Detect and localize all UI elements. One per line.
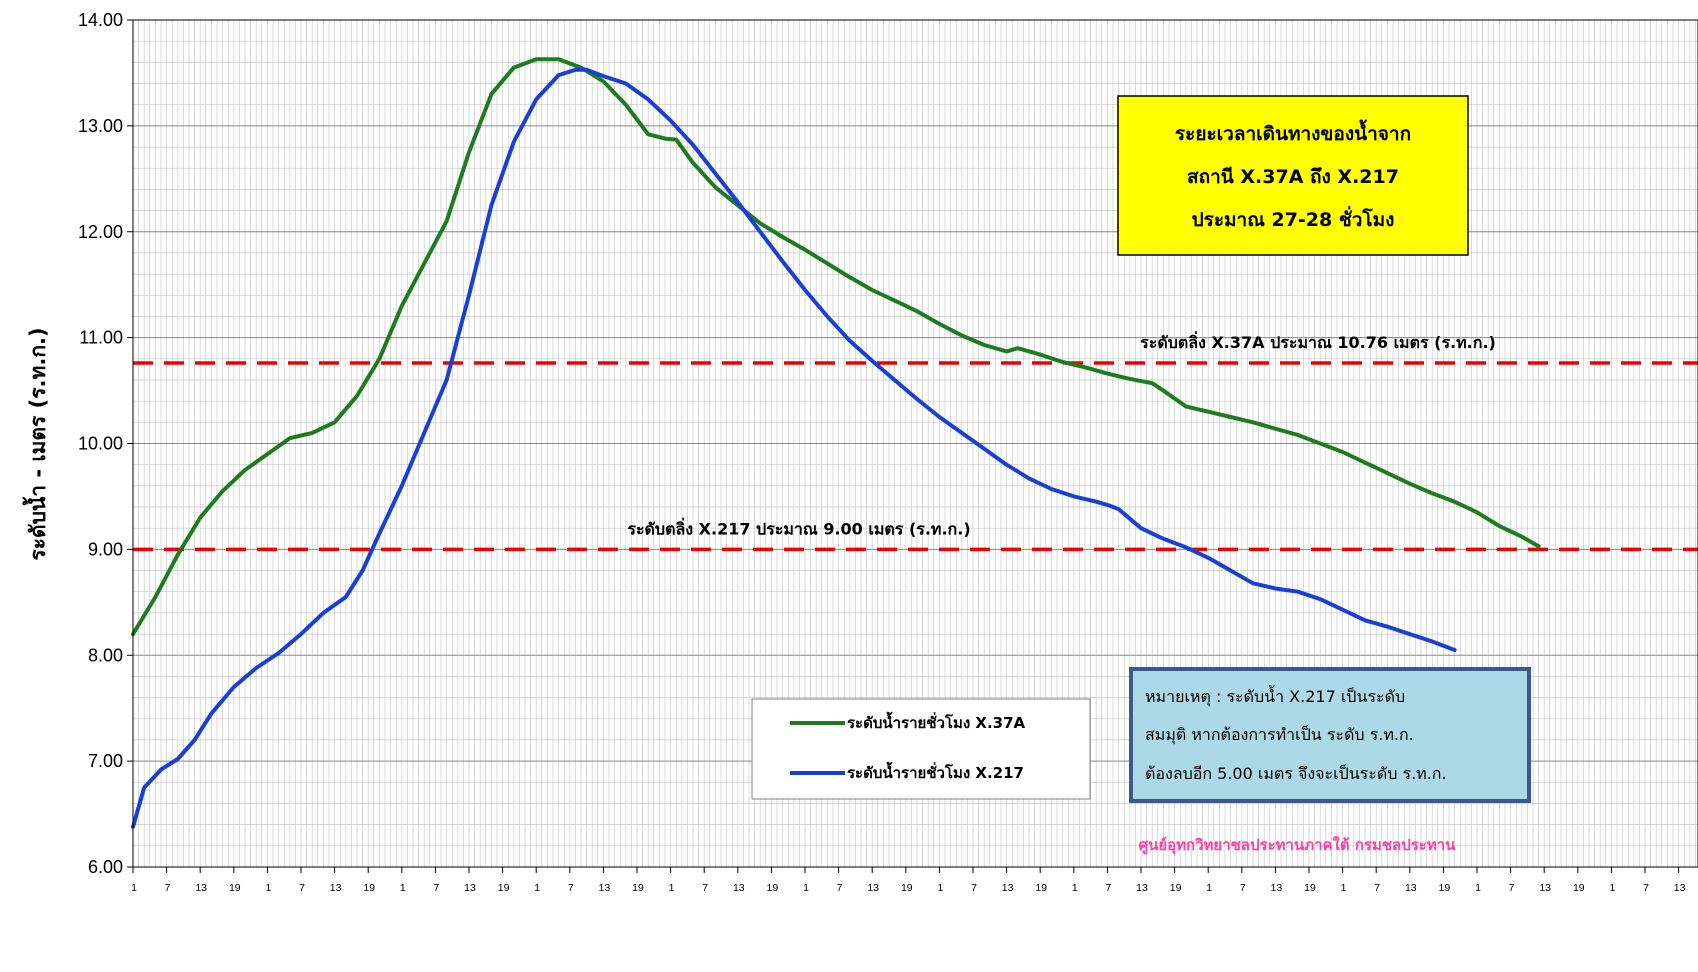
threshold-label: ระดับตลิ่ง X.217 ประมาณ 9.00 เมตร (ร.ท.ก… xyxy=(627,517,970,538)
x-tick-label: 7 xyxy=(568,882,574,894)
threshold-label: ระดับตลิ่ง X.37A ประมาณ 10.76 เมตร (ร.ท.… xyxy=(1140,331,1496,352)
x-tick-label: 13 xyxy=(1405,882,1417,894)
x-tick-label: 13 xyxy=(1002,882,1014,894)
x-tick-label: 19 xyxy=(1439,882,1451,894)
y-tick-label: 14.00 xyxy=(78,10,123,30)
x-tick-label: 13 xyxy=(330,882,342,894)
x-axis-ticks: 1 7 13 19 1 7 13 19 1 7 13 19 1 7 13 19 1 7 13 19 1 7 13 19 1 7 13… xyxy=(131,867,1686,894)
legend: ระดับน้ำรายชั่วโมง X.37A ระดับน้ำรายชั่ว… xyxy=(751,698,1091,800)
x-tick-label: 1 xyxy=(1475,882,1481,894)
x-tick-label: 19 xyxy=(229,882,241,894)
y-tick-label: 13.00 xyxy=(78,116,123,136)
x-tick-label: 1 xyxy=(1206,882,1212,894)
callout-line-2: สถานี X.37A ถึง X.217 xyxy=(1187,166,1399,188)
x-tick-label: 13 xyxy=(867,882,879,894)
x-tick-label: 7 xyxy=(165,882,171,894)
x-tick-label: 19 xyxy=(1170,882,1182,894)
x-tick-label: 7 xyxy=(1509,882,1515,894)
y-tick-label: 10.00 xyxy=(78,434,123,454)
x-tick-label: 19 xyxy=(767,882,779,894)
x-tick-label: 1 xyxy=(1072,882,1078,894)
x-tick-label: 19 xyxy=(1035,882,1047,894)
x-tick-label: 19 xyxy=(1573,882,1585,894)
x-tick-label: 1 xyxy=(265,882,271,894)
x-tick-label: 19 xyxy=(498,882,510,894)
x-tick-label: 7 xyxy=(1240,882,1246,894)
x-tick-label: 1 xyxy=(937,882,943,894)
x-tick-label: 7 xyxy=(971,882,977,894)
x-tick-label: 13 xyxy=(1271,882,1283,894)
x-tick-label: 13 xyxy=(1136,882,1148,894)
note-line-2: สมมุติ หากต้องการทำเป็น ระดับ ร.ท.ก. xyxy=(1145,724,1414,745)
x-tick-label: 13 xyxy=(733,882,745,894)
y-tick-label: 9.00 xyxy=(88,539,123,559)
series-line-2 xyxy=(131,67,1457,829)
x-tick-label: 7 xyxy=(702,882,708,894)
x-tick-label: 13 xyxy=(464,882,476,894)
plot-border xyxy=(132,19,1698,868)
x-tick-label: 1 xyxy=(669,882,675,894)
x-tick-label: 13 xyxy=(1539,882,1551,894)
x-tick-label: 1 xyxy=(534,882,540,894)
y-axis-ticks: 6.00 7.00 8.00 9.00 10.00 11.00 12.00 13.00 14.0… xyxy=(78,10,133,877)
x-tick-label: 7 xyxy=(1643,882,1649,894)
x-tick-label: 1 xyxy=(131,882,137,894)
x-tick-label: 7 xyxy=(433,882,439,894)
x-tick-label: 19 xyxy=(632,882,644,894)
series-line-1 xyxy=(131,57,1541,637)
x-tick-label: 13 xyxy=(599,882,611,894)
y-axis-label: ระดับน้ำ - เมตร (ร.ท.ก.) xyxy=(22,327,50,560)
x-tick-label: 1 xyxy=(1341,882,1347,894)
note-line-1: หมายเหตุ : ระดับน้ำ X.217 เป็นระดับ xyxy=(1145,685,1405,707)
travel-time-callout: ระยะเวลาเดินทางของน้ำจาก สถานี X.37A ถึง… xyxy=(1117,95,1469,256)
note-line-3: ต้องลบอีก 5.00 เมตร จึงจะเป็นระดับ ร.ท.ก… xyxy=(1145,763,1447,783)
y-tick-label: 7.00 xyxy=(88,751,123,771)
bank-level-thresholds: ระดับตลิ่ง X.37A ประมาณ 10.76 เมตร (ร.ท.… xyxy=(133,331,1698,552)
legend-label-x37a: ระดับน้ำรายชั่วโมง X.37A xyxy=(847,711,1026,732)
x-tick-label: 7 xyxy=(837,882,843,894)
x-tick-label: 1 xyxy=(803,882,809,894)
x-tick-label: 7 xyxy=(1374,882,1380,894)
x-tick-label: 19 xyxy=(1304,882,1316,894)
x-tick-label: 19 xyxy=(363,882,375,894)
legend-label-x217: ระดับน้ำรายชั่วโมง X.217 xyxy=(847,761,1024,782)
x-tick-label: 7 xyxy=(1105,882,1111,894)
y-tick-label: 12.00 xyxy=(78,222,123,242)
x-tick-label: 19 xyxy=(901,882,913,894)
x-tick-label: 1 xyxy=(400,882,406,894)
x-tick-label: 1 xyxy=(1609,882,1615,894)
x-tick-label: 13 xyxy=(1674,882,1686,894)
x-tick-label: 7 xyxy=(299,882,305,894)
y-tick-label: 6.00 xyxy=(88,857,123,877)
note-box: หมายเหตุ : ระดับน้ำ X.217 เป็นระดับ สมมุ… xyxy=(1129,667,1531,803)
y-tick-label: 8.00 xyxy=(88,645,123,665)
callout-line-1: ระยะเวลาเดินทางของน้ำจาก xyxy=(1175,119,1411,145)
credit-text: ศูนย์อุทกวิทยาชลประทานภาคใต้ กรมชลประทาน xyxy=(1139,836,1457,855)
callout-line-3: ประมาณ 27-28 ชั่วโมง xyxy=(1192,206,1395,231)
y-tick-label: 11.00 xyxy=(79,328,123,348)
series-lines xyxy=(131,57,1541,829)
x-tick-label: 13 xyxy=(195,882,207,894)
